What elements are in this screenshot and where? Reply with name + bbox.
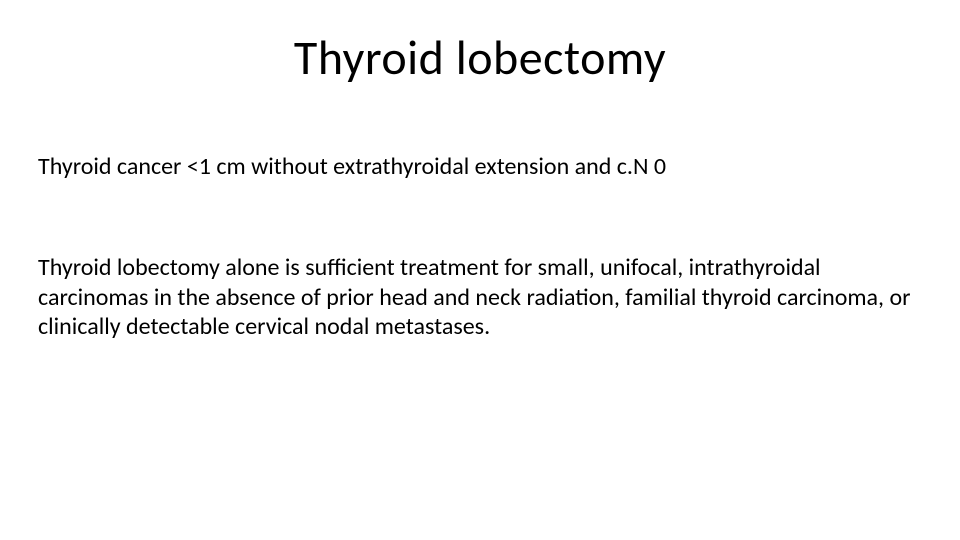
slide-title: Thyroid lobectomy	[0, 28, 960, 87]
paragraph-2: Thyroid lobectomy alone is sufficient tr…	[38, 253, 922, 341]
slide-body: Thyroid cancer <1 cm without extrathyroi…	[38, 152, 922, 341]
slide-container: Thyroid lobectomy Thyroid cancer <1 cm w…	[0, 0, 960, 540]
paragraph-1: Thyroid cancer <1 cm without extrathyroi…	[38, 152, 922, 181]
